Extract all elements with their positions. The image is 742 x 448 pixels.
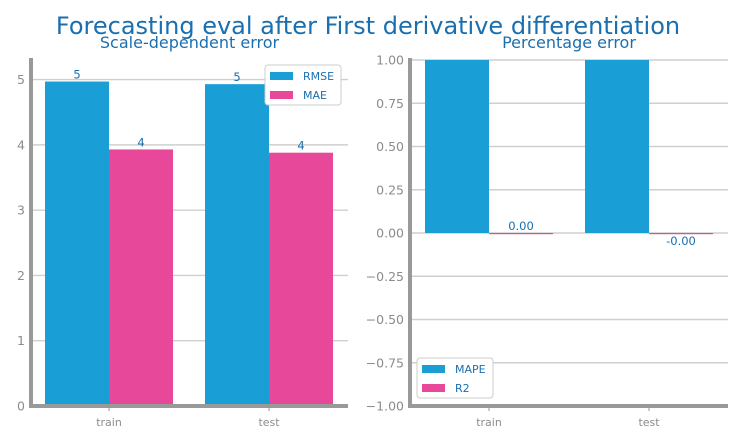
y-tick-label: −0.50: [366, 312, 404, 327]
legend-label-r2: R2: [455, 382, 470, 395]
y-tick-label: 0: [17, 399, 25, 414]
y-tick-label: −1.00: [366, 399, 404, 414]
bar-r2-test: [649, 233, 713, 235]
data-label: 0.00: [508, 219, 534, 233]
subplot-title: Percentage error: [502, 33, 636, 52]
y-tick-label: 2: [17, 268, 25, 283]
legend-label-mae: MAE: [303, 89, 327, 102]
figure-title: Forecasting eval after First derivative …: [56, 12, 680, 40]
subplot-title: Scale-dependent error: [100, 33, 280, 52]
data-label: 5: [73, 68, 80, 82]
bar-mape-train: [425, 60, 489, 233]
y-tick-label: 1: [17, 333, 25, 348]
y-tick-label: 1.00: [376, 53, 404, 68]
y-tick-label: 4: [17, 137, 25, 152]
y-tick-label: −0.25: [366, 269, 404, 284]
y-tick-label: 0.25: [376, 182, 404, 197]
y-tick-label: 0.75: [376, 96, 404, 111]
bar-r2-train: [489, 233, 553, 235]
legend-swatch-mape: [422, 365, 445, 373]
bar-mae-train: [109, 149, 173, 406]
y-tick-label: 0.00: [376, 226, 404, 241]
data-label: 5: [233, 70, 240, 84]
bar-rmse-train: [45, 81, 109, 406]
y-tick-label: 5: [17, 72, 25, 87]
bar-mae-test: [269, 152, 333, 406]
legend-label-mape: MAPE: [455, 363, 486, 376]
legend-swatch-mae: [270, 91, 293, 99]
y-tick-label: 0.50: [376, 139, 404, 154]
y-tick-label: −0.75: [366, 355, 404, 370]
bar-rmse-test: [205, 84, 269, 406]
bar-mape-test: [585, 60, 649, 233]
x-tick-label: test: [638, 416, 660, 429]
x-tick-label: train: [96, 416, 122, 429]
legend-swatch-rmse: [270, 72, 293, 80]
x-tick-label: train: [476, 416, 502, 429]
legend-swatch-r2: [422, 384, 445, 392]
data-label: -0.00: [666, 234, 696, 248]
data-label: 4: [137, 135, 144, 149]
data-label: 4: [297, 139, 304, 153]
y-tick-label: 3: [17, 203, 25, 218]
legend-label-rmse: RMSE: [303, 70, 334, 83]
x-tick-label: test: [258, 416, 280, 429]
